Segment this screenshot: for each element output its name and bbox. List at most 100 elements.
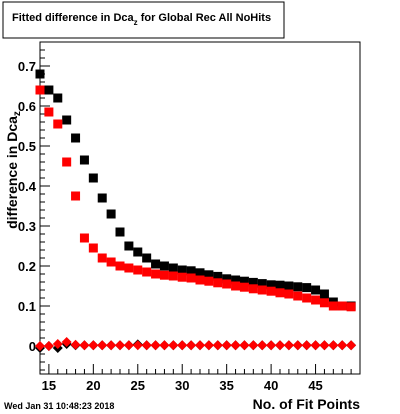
- data-point: [168, 263, 178, 273]
- data-point: [266, 340, 277, 351]
- x-tick-label: 25: [131, 378, 145, 393]
- data-point: [142, 253, 152, 263]
- data-point: [62, 157, 72, 167]
- data-point: [275, 280, 285, 290]
- data-point: [302, 293, 312, 303]
- y-axis-title-main: difference in Dca: [4, 116, 20, 229]
- data-point: [346, 340, 357, 351]
- data-point: [133, 247, 143, 257]
- data-point: [70, 339, 81, 350]
- data-point: [319, 298, 329, 308]
- data-point: [97, 253, 107, 263]
- data-point: [311, 285, 321, 295]
- data-point: [301, 340, 312, 351]
- data-point: [257, 285, 267, 295]
- data-point: [35, 341, 45, 351]
- x-axis: 15 20 25 30 35 40 45: [39, 364, 352, 393]
- data-point: [142, 267, 152, 277]
- data-point: [346, 302, 356, 312]
- data-point: [239, 276, 249, 286]
- data-point: [159, 340, 170, 351]
- data-point: [328, 340, 339, 351]
- data-point: [319, 340, 330, 351]
- y-tick-label: 0.1: [18, 299, 36, 314]
- y-tick-label: 0.5: [18, 139, 36, 154]
- data-point: [293, 282, 303, 292]
- data-markers: [35, 69, 357, 353]
- data-point: [44, 107, 54, 117]
- data-point: [204, 270, 214, 280]
- data-point: [115, 340, 125, 351]
- data-point: [159, 261, 169, 271]
- data-point: [151, 269, 161, 279]
- data-point: [71, 133, 81, 143]
- data-point: [283, 340, 294, 351]
- data-point: [52, 339, 63, 349]
- x-tick-label: 40: [264, 378, 278, 393]
- data-point: [168, 340, 179, 351]
- x-tick-label: 45: [308, 378, 322, 393]
- data-point: [106, 209, 116, 219]
- data-point: [132, 340, 143, 351]
- data-point: [328, 301, 338, 311]
- data-point: [106, 340, 117, 351]
- data-point: [310, 340, 321, 351]
- data-point: [177, 272, 187, 282]
- data-point: [61, 337, 72, 347]
- data-point: [43, 341, 54, 351]
- data-point: [35, 85, 45, 95]
- data-point: [311, 295, 321, 305]
- y-tick-label: 0.3: [18, 219, 36, 234]
- data-point: [53, 119, 63, 129]
- data-point: [186, 266, 196, 276]
- data-point: [257, 340, 268, 351]
- y-tick-label: 0.7: [18, 59, 36, 74]
- data-point: [62, 115, 72, 125]
- data-point: [97, 193, 107, 203]
- data-point: [248, 277, 258, 287]
- data-point: [168, 271, 178, 281]
- data-point: [88, 173, 98, 183]
- x-tick-label: 30: [175, 378, 189, 393]
- data-point: [115, 227, 125, 237]
- x-tick-label: 15: [42, 378, 56, 393]
- y-axis: 0 0.1 0.2 0.3 0.4 0.5 0.6 0.7: [18, 41, 50, 371]
- data-point: [275, 288, 285, 298]
- y-tick-label: 0.2: [18, 259, 36, 274]
- data-point: [115, 261, 125, 271]
- data-point: [204, 276, 214, 286]
- timestamp: Wed Jan 31 10:48:23 2018: [4, 401, 114, 411]
- chart-title-rest: for Global Rec All NoHits: [138, 12, 271, 24]
- data-point: [106, 257, 116, 267]
- chart-title-subscript: z: [134, 18, 138, 27]
- chart-title-main: Fitted difference in Dca: [12, 12, 135, 24]
- data-point: [231, 275, 241, 285]
- data-point: [44, 85, 54, 95]
- data-point: [150, 340, 161, 351]
- data-point: [177, 265, 187, 275]
- data-point: [302, 283, 312, 293]
- data-point: [266, 280, 276, 290]
- data-point: [292, 340, 303, 351]
- data-point: [231, 281, 241, 291]
- data-point: [230, 340, 241, 351]
- data-point: [319, 289, 329, 299]
- data-point: [71, 191, 81, 201]
- data-point: [195, 275, 205, 285]
- x-tick-label: 20: [86, 378, 100, 393]
- y-axis-title: difference in Dcaz: [4, 111, 23, 229]
- data-point: [239, 340, 250, 351]
- data-point: [213, 278, 223, 288]
- data-point: [79, 155, 89, 165]
- data-point: [124, 241, 134, 251]
- data-point: [79, 340, 90, 351]
- data-point: [186, 273, 196, 283]
- data-point: [221, 340, 232, 351]
- data-point: [213, 271, 223, 281]
- data-point: [79, 233, 89, 243]
- data-point: [159, 270, 169, 280]
- y-axis-title-subscript: z: [12, 111, 23, 116]
- data-point: [88, 243, 98, 253]
- data-point: [88, 340, 99, 351]
